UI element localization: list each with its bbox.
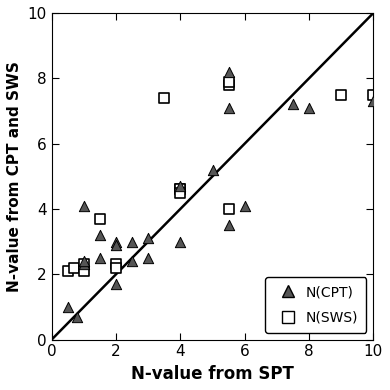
N(CPT) bbox=[81, 261, 87, 268]
N(SWS) bbox=[97, 216, 103, 222]
N(CPT) bbox=[145, 235, 151, 241]
N(CPT) bbox=[209, 167, 216, 173]
N(CPT) bbox=[129, 258, 135, 264]
N(CPT) bbox=[306, 105, 312, 111]
N(CPT) bbox=[113, 239, 119, 245]
N(SWS) bbox=[370, 92, 377, 98]
X-axis label: N-value from SPT: N-value from SPT bbox=[131, 365, 294, 383]
N(SWS) bbox=[71, 265, 77, 271]
N(CPT) bbox=[113, 281, 119, 287]
N(CPT) bbox=[177, 239, 183, 245]
N(CPT) bbox=[113, 242, 119, 248]
N(CPT) bbox=[290, 101, 296, 108]
N(CPT) bbox=[74, 314, 80, 320]
N(CPT) bbox=[81, 258, 87, 264]
N(CPT) bbox=[97, 232, 103, 238]
N(SWS) bbox=[177, 186, 183, 193]
N(CPT) bbox=[81, 202, 87, 209]
N(CPT) bbox=[225, 222, 232, 229]
Y-axis label: N-value from CPT and SWS: N-value from CPT and SWS bbox=[7, 61, 22, 292]
N(SWS) bbox=[225, 206, 232, 212]
N(CPT) bbox=[177, 183, 183, 189]
N(CPT) bbox=[225, 105, 232, 111]
Legend: N(CPT), N(SWS): N(CPT), N(SWS) bbox=[265, 277, 367, 333]
N(SWS) bbox=[65, 268, 71, 274]
N(SWS) bbox=[81, 261, 87, 268]
N(CPT) bbox=[241, 202, 248, 209]
N(SWS) bbox=[177, 186, 183, 193]
N(CPT) bbox=[370, 98, 377, 104]
N(SWS) bbox=[113, 265, 119, 271]
N(SWS) bbox=[177, 190, 183, 196]
N(CPT) bbox=[145, 255, 151, 261]
N(CPT) bbox=[97, 255, 103, 261]
N(CPT) bbox=[129, 239, 135, 245]
N(CPT) bbox=[65, 304, 71, 310]
N(SWS) bbox=[225, 82, 232, 88]
N(SWS) bbox=[113, 261, 119, 268]
N(CPT) bbox=[225, 69, 232, 75]
N(SWS) bbox=[225, 78, 232, 85]
N(SWS) bbox=[81, 268, 87, 274]
N(SWS) bbox=[338, 92, 344, 98]
N(SWS) bbox=[161, 95, 167, 101]
